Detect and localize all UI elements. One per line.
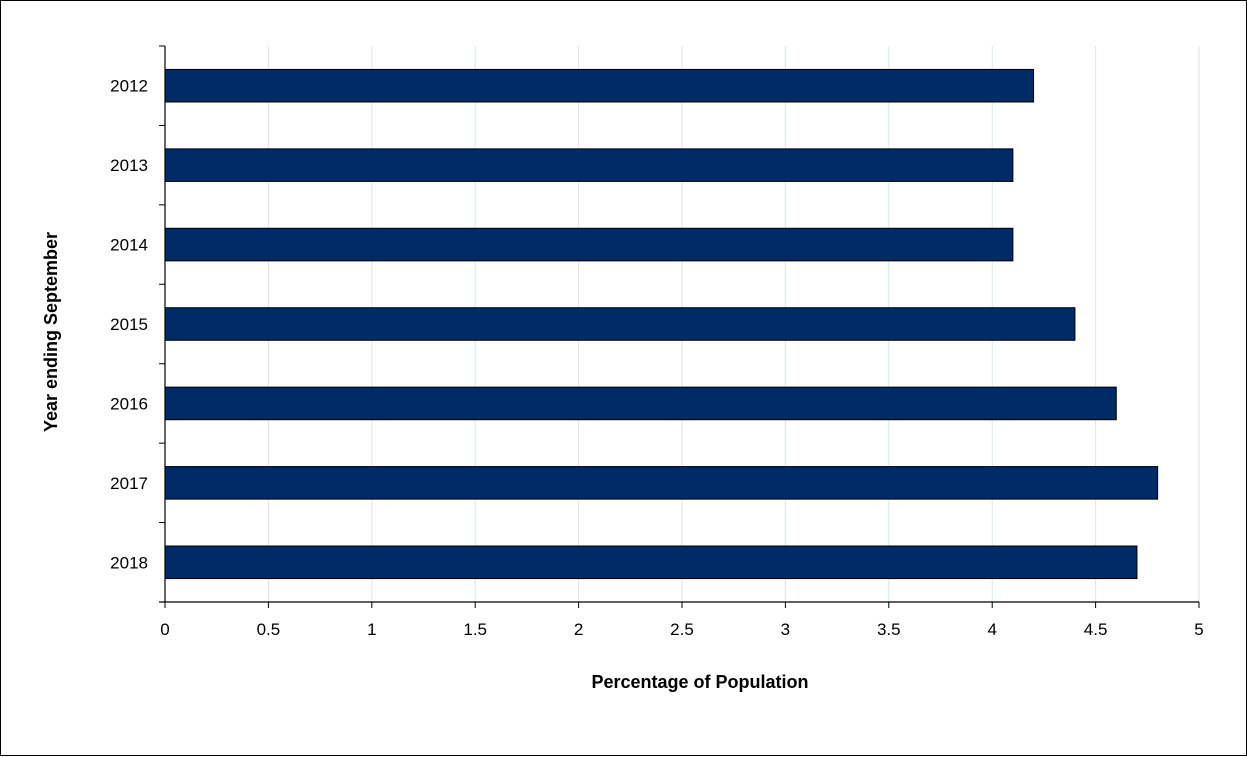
bar (164, 545, 1138, 580)
x-tick-label: 0.5 (257, 620, 281, 639)
x-tick-label: 2.5 (670, 620, 694, 639)
bar (164, 148, 1014, 182)
bar (164, 307, 1076, 341)
x-tick-label: 0 (160, 620, 169, 639)
axes (159, 45, 1200, 608)
bar (164, 466, 1159, 500)
x-tick-label: 4 (987, 620, 996, 639)
tick-labels: 0 0.5 1 1.5 2 2.5 3 3.5 4 4.5 5 2012 2013 2014 2015 201… (110, 77, 1204, 639)
x-tick-label: 1.5 (463, 620, 487, 639)
bars (164, 68, 1159, 580)
y-tick-label: 2018 (110, 553, 148, 572)
y-tick-label: 2015 (110, 315, 148, 334)
y-tick-label: 2016 (110, 394, 148, 413)
x-tick-label: 5 (1194, 620, 1203, 639)
y-tick-label: 2014 (110, 236, 148, 255)
x-axis-title: Percentage of Population (591, 672, 808, 692)
y-tick-label: 2017 (110, 474, 148, 493)
x-tick-label: 4.5 (1084, 620, 1108, 639)
bar (164, 68, 1035, 103)
x-tick-label: 3 (781, 620, 790, 639)
y-axis-title: Year ending September (41, 232, 61, 432)
bar (164, 386, 1117, 421)
y-tick-label: 2012 (110, 77, 148, 96)
x-tick-label: 2 (574, 620, 583, 639)
x-tick-label: 1 (367, 620, 376, 639)
bar (164, 227, 1014, 262)
x-tick-label: 3.5 (877, 620, 901, 639)
y-tick-label: 2013 (110, 156, 148, 175)
